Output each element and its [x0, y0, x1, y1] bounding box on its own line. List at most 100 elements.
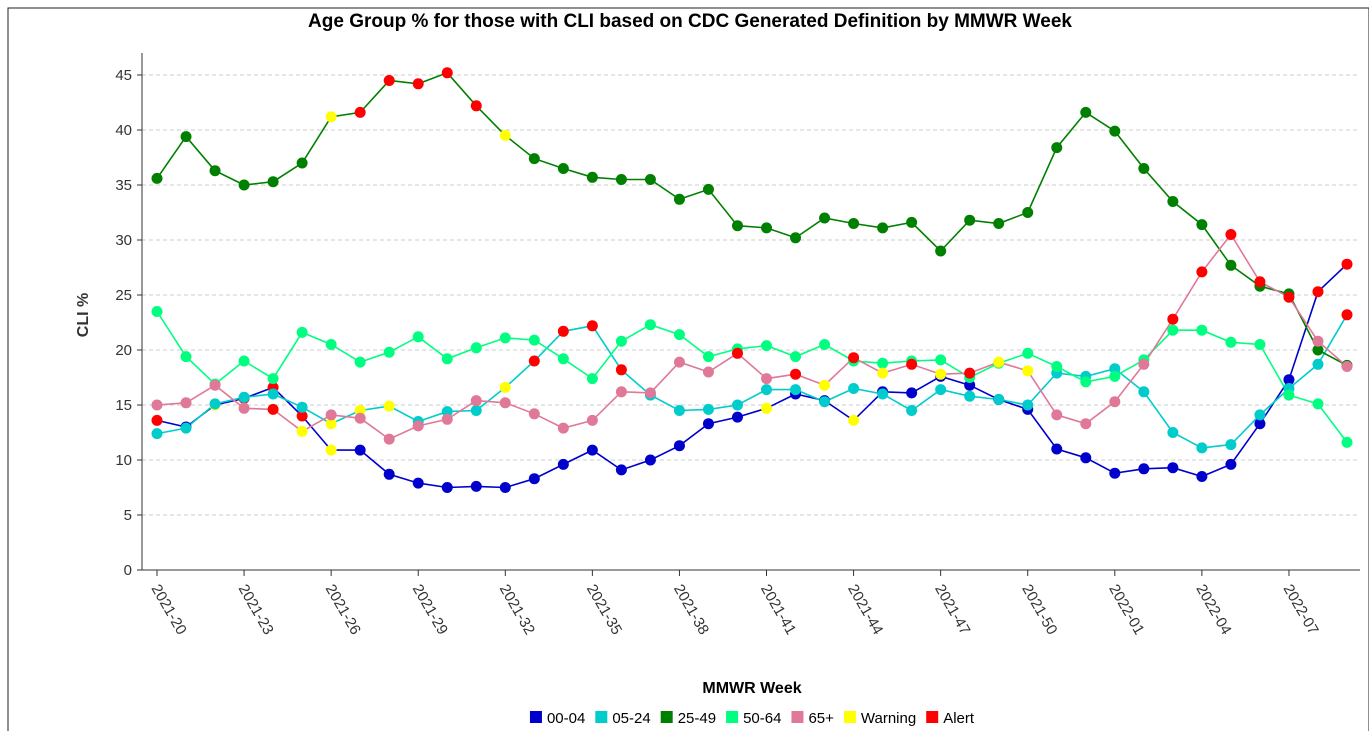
data-point [151, 306, 163, 317]
data-point [731, 220, 743, 232]
data-point [1341, 258, 1353, 270]
data-point [441, 482, 453, 493]
legend-label: Alert [943, 710, 975, 727]
data-point [790, 368, 802, 380]
data-point [1051, 361, 1063, 372]
data-point [790, 384, 802, 396]
data-point [761, 373, 773, 385]
data-point [441, 67, 453, 79]
data-point [761, 402, 773, 414]
y-tick-label: 25 [115, 287, 132, 304]
data-point [644, 454, 656, 466]
data-point [1225, 439, 1237, 451]
data-point [412, 477, 424, 489]
data-point [1051, 142, 1063, 154]
data-point [1341, 361, 1353, 372]
legend-swatch [595, 711, 608, 723]
data-point [644, 387, 656, 399]
data-point [673, 356, 685, 368]
data-point [151, 399, 163, 411]
y-tick-label: 10 [115, 452, 132, 469]
data-point [964, 390, 976, 402]
data-point [470, 405, 482, 416]
data-point [470, 100, 482, 112]
series-line [156, 311, 1348, 443]
data-point [354, 405, 366, 416]
x-tick-label: 2021-47 [931, 582, 973, 638]
data-point [1167, 313, 1179, 325]
data-point [964, 214, 976, 226]
legend-swatch [529, 711, 542, 723]
data-point [761, 222, 773, 234]
data-point [993, 356, 1005, 368]
data-point [151, 428, 163, 440]
x-tick-label: 2021-50 [1018, 582, 1060, 638]
data-point [761, 384, 773, 396]
data-point [267, 176, 279, 188]
data-point [325, 444, 337, 456]
legend-swatch [726, 711, 739, 723]
data-point [267, 403, 279, 415]
data-point [673, 440, 685, 452]
data-point [528, 473, 540, 485]
data-point [1196, 324, 1208, 336]
data-point [557, 325, 569, 337]
data-point [238, 355, 250, 367]
series-line [156, 263, 1348, 489]
data-point [1283, 374, 1295, 386]
data-point [354, 412, 366, 424]
data-point [499, 397, 511, 409]
data-point [848, 218, 860, 229]
data-point [644, 319, 656, 331]
data-point [557, 353, 569, 365]
data-point [1254, 418, 1266, 430]
data-point [528, 355, 540, 367]
data-point [1138, 358, 1150, 370]
data-point [412, 420, 424, 432]
data-point [296, 157, 308, 169]
data-point [1138, 163, 1150, 174]
data-point [238, 179, 250, 191]
data-point [1225, 259, 1237, 271]
data-point [180, 131, 192, 143]
data-point [1109, 370, 1121, 382]
data-point [586, 320, 598, 332]
data-point [209, 398, 221, 410]
data-point [819, 339, 831, 350]
data-point [1167, 196, 1179, 207]
data-point [1022, 347, 1034, 359]
data-point [1022, 399, 1034, 411]
data-point [848, 383, 860, 394]
data-point [383, 468, 395, 480]
data-point [1254, 276, 1266, 288]
data-point [935, 384, 947, 396]
data-point [702, 351, 714, 363]
legend-label: 00-04 [547, 710, 585, 727]
legend-label: 65+ [808, 710, 834, 727]
legend: 00-04 05-24 25-49 50-64 65+ Warning Alert [529, 710, 975, 727]
data-point [1283, 291, 1295, 303]
data-point [906, 405, 918, 416]
data-point [964, 367, 976, 379]
data-point [528, 334, 540, 346]
y-tick-label: 40 [115, 122, 132, 139]
x-tick-label: 2022-07 [1279, 582, 1321, 638]
data-point [1109, 396, 1121, 408]
series-line [156, 233, 1348, 441]
data-point [151, 414, 163, 426]
data-point [702, 366, 714, 378]
data-point [1109, 125, 1121, 137]
data-point [1254, 409, 1266, 421]
legend-swatch [791, 711, 804, 723]
data-point [819, 396, 831, 408]
x-tick-label: 2021-20 [148, 582, 190, 638]
data-point [470, 480, 482, 492]
x-tick-label: 2021-35 [583, 582, 625, 638]
data-point [1167, 427, 1179, 438]
data-point [1080, 418, 1092, 430]
legend-label: Warning [861, 710, 916, 727]
data-point [761, 340, 773, 352]
data-point [877, 357, 889, 369]
data-point [499, 332, 511, 344]
